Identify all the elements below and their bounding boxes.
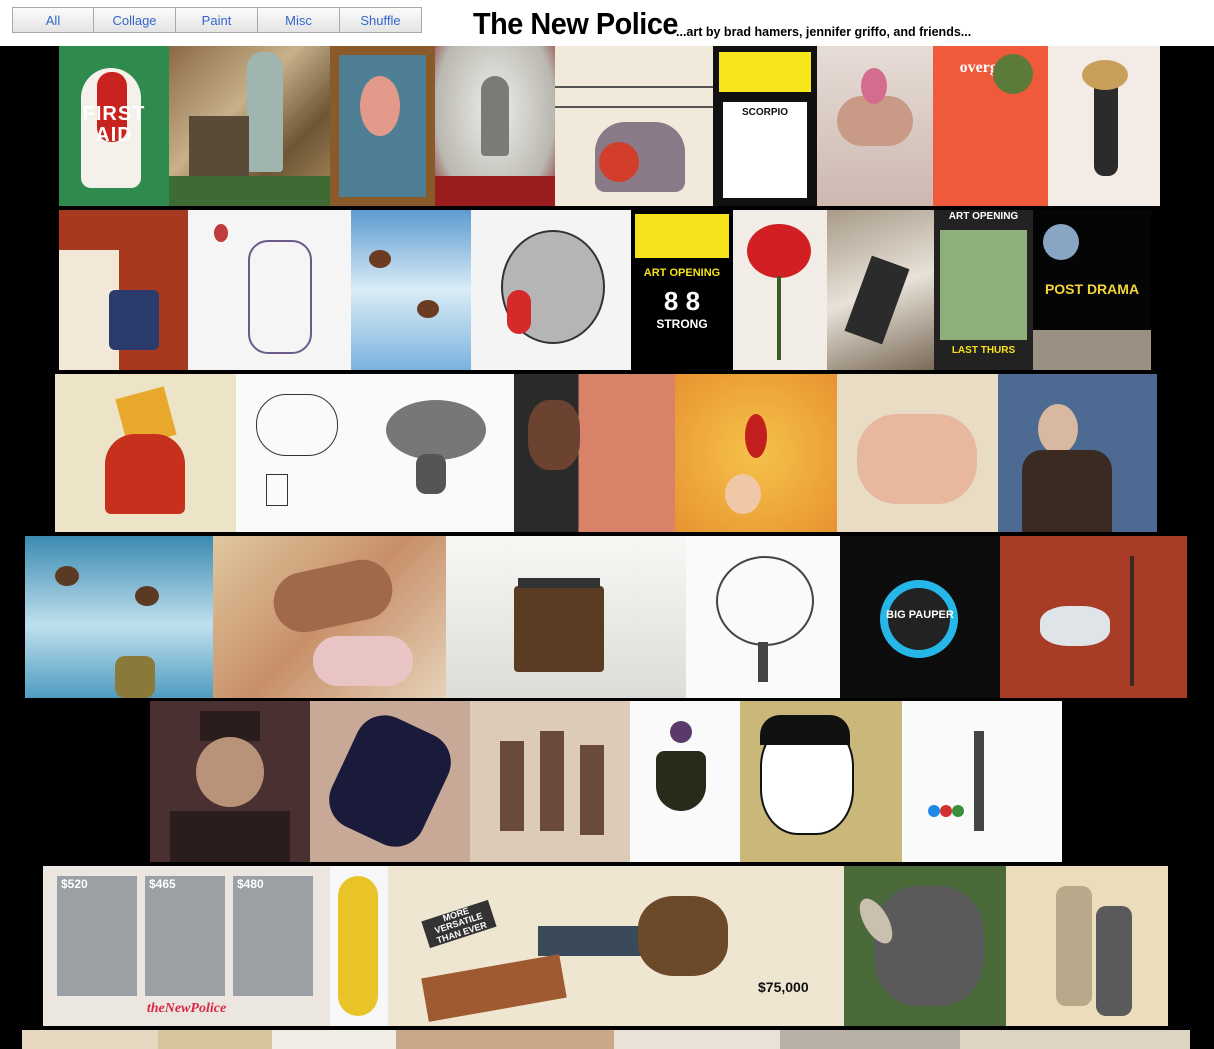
artwork-thumbnail[interactable] [22,1030,158,1049]
artwork-thumbnail[interactable]: POST DRAMA [1033,210,1151,370]
artwork-thumbnail[interactable] [686,536,840,698]
artwork-caption: LAST THURS [951,345,1016,356]
artwork-thumbnail[interactable] [733,210,827,370]
artwork-thumbnail[interactable] [740,701,902,862]
artwork-caption: POST DRAMA [1044,281,1140,297]
filter-paint-button[interactable]: Paint [176,7,258,33]
artwork-thumbnail[interactable] [675,374,837,532]
artwork-thumbnail[interactable]: FIRST AID [59,46,169,206]
artwork-thumbnail[interactable] [555,46,713,206]
filter-collage-button[interactable]: Collage [94,7,176,33]
artwork-thumbnail[interactable] [630,701,740,862]
artwork-thumbnail[interactable] [351,210,471,370]
artwork-thumbnail[interactable] [396,1030,614,1049]
artwork-thumbnail[interactable] [837,374,998,532]
artwork-thumbnail[interactable] [435,46,555,206]
site-subtitle: ...art by brad hamers, jennifer griffo, … [676,25,972,39]
gallery-row: FIRST AID SCORPIO [0,46,1214,206]
artwork-thumbnail[interactable] [1000,536,1187,698]
artwork-thumbnail[interactable] [25,536,213,698]
artwork-thumbnail[interactable] [471,210,631,370]
artwork-thumbnail[interactable] [158,1030,272,1049]
artwork-caption: BIG PAUPER [886,609,954,621]
price-tag: $520 [61,877,88,891]
artwork-thumbnail[interactable] [330,866,388,1026]
shuffle-button[interactable]: Shuffle [340,7,422,33]
artwork-gallery: FIRST AID SCORPIO [0,46,1214,1049]
artwork-thumbnail[interactable] [780,1030,960,1049]
artwork-thumbnail[interactable] [188,210,351,370]
artwork-thumbnail[interactable] [817,46,933,206]
artwork-thumbnail[interactable]: overgive. [933,46,1048,206]
artwork-thumbnail[interactable] [330,46,435,206]
artwork-thumbnail[interactable] [356,374,514,532]
artwork-caption: SCORPIO [741,107,789,118]
gallery-row [0,1030,1214,1049]
artwork-thumbnail[interactable] [446,536,686,698]
price-tag: $75,000 [758,979,809,995]
artwork-thumbnail[interactable] [614,1030,780,1049]
artwork-thumbnail[interactable] [55,374,236,532]
artwork-thumbnail[interactable]: ART OPENING LAST THURS [934,210,1033,370]
artwork-thumbnail[interactable] [59,210,188,370]
artwork-thumbnail[interactable] [470,701,630,862]
artwork-thumbnail[interactable]: SCORPIO [713,46,817,206]
artwork-caption: ART OPENING [643,267,721,279]
artwork-thumbnail[interactable] [998,374,1157,532]
gallery-row: ART OPENING 8 8 STRONG ART OPENING LAST … [0,210,1214,370]
price-tag: $480 [237,877,264,891]
artwork-thumbnail[interactable]: BIG PAUPER [840,536,1000,698]
artwork-thumbnail[interactable] [150,701,310,862]
artwork-thumbnail[interactable] [844,866,1006,1026]
artwork-thumbnail[interactable] [213,536,446,698]
gallery-row: $520 $465 $480 theNewPolice MORE VERSATI… [0,866,1214,1026]
artwork-caption: MORE VERSATILE THAN EVER [421,899,497,949]
signature-text: theNewPolice [146,1001,227,1016]
filter-misc-button[interactable]: Misc [258,7,340,33]
artwork-thumbnail[interactable] [272,1030,396,1049]
artwork-caption: STRONG [656,317,708,331]
site-title: The New Police [473,6,678,41]
artwork-thumbnail[interactable] [514,374,675,532]
artwork-thumbnail[interactable] [236,374,356,532]
artwork-thumbnail[interactable] [902,701,1062,862]
filter-bar: All Collage Paint Misc Shuffle [12,7,422,33]
artwork-thumbnail[interactable] [1048,46,1160,206]
artwork-caption: 8 8 [663,286,701,316]
artwork-thumbnail[interactable] [169,46,330,206]
filter-all-button[interactable]: All [12,7,94,33]
artwork-thumbnail[interactable]: MORE VERSATILE THAN EVER $75,000 [388,866,844,1026]
artwork-thumbnail[interactable] [1006,866,1168,1026]
artwork-thumbnail[interactable]: ART OPENING 8 8 STRONG [631,210,733,370]
gallery-row [0,374,1214,532]
artwork-thumbnail[interactable] [827,210,934,370]
gallery-row [0,701,1214,862]
artwork-thumbnail[interactable] [310,701,470,862]
artwork-caption: ART OPENING [948,211,1019,222]
artwork-thumbnail[interactable]: $520 $465 $480 theNewPolice [43,866,330,1026]
gallery-row: BIG PAUPER [0,536,1214,698]
header-bar: All Collage Paint Misc Shuffle The New P… [0,0,1214,46]
artwork-thumbnail[interactable] [960,1030,1190,1049]
price-tag: $465 [149,877,176,891]
artwork-caption: FIRST AID [82,103,146,146]
